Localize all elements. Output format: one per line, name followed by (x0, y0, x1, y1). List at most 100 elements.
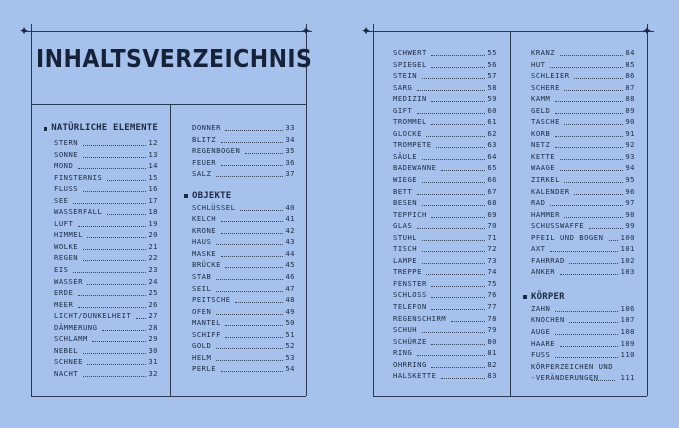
frame-left-mid (31, 104, 306, 105)
toc-entry[interactable]: FEUER 36 (184, 157, 295, 169)
toc-entry[interactable]: KORB 91 (531, 128, 635, 140)
toc-entry[interactable]: SCHLAMM 29 (44, 333, 158, 345)
toc-entry[interactable]: AXT 101 (531, 243, 635, 255)
toc-entry[interactable]: FUSS 110 (531, 349, 635, 361)
toc-entry[interactable]: SCHNEE 31 (44, 356, 158, 368)
toc-entry[interactable]: HALSKETTE 83 (393, 370, 497, 382)
toc-entry[interactable]: SEIL 47 (184, 283, 295, 295)
toc-entry[interactable]: GOLD 52 (184, 340, 295, 352)
toc-entry[interactable]: GLOCKE 62 (393, 128, 497, 140)
toc-entry[interactable]: MANTEL 50 (184, 317, 295, 329)
toc-entry-page: 103 (620, 267, 635, 277)
toc-entry-name: MASKE (192, 248, 217, 258)
toc-entry[interactable]: SCHÜRZE 80 (393, 336, 497, 348)
toc-entry[interactable]: TROMPETE 63 (393, 139, 497, 151)
toc-entry[interactable]: KRANZ 84 (531, 47, 635, 59)
toc-entry[interactable]: OHRRING 82 (393, 359, 497, 371)
toc-entry[interactable]: MASKE 44 (184, 248, 295, 260)
toc-entry[interactable]: SALZ 37 (184, 168, 295, 180)
toc-entry[interactable]: SCHWERT 55 (393, 47, 497, 59)
toc-entry[interactable]: WIEGE 66 (393, 174, 497, 186)
toc-entry[interactable]: MOND 14 (44, 160, 158, 172)
toc-entry[interactable]: OFEN 49 (184, 306, 295, 318)
toc-entry[interactable]: SONNE 13 (44, 149, 158, 161)
toc-entry[interactable]: PEITSCHE 48 (184, 294, 295, 306)
toc-entry[interactable]: SARG 58 (393, 82, 497, 94)
toc-entry[interactable]: NETZ 92 (531, 139, 635, 151)
toc-entry[interactable]: GLAS 70 (393, 220, 497, 232)
toc-entry[interactable]: BLITZ 34 (184, 134, 295, 146)
toc-entry[interactable]: TASCHE 90 (531, 116, 635, 128)
toc-entry[interactable]: ZIRKEL 95 (531, 174, 635, 186)
toc-entry[interactable]: HAARE 109 (531, 338, 635, 350)
toc-entry[interactable]: FENSTER 75 (393, 278, 497, 290)
toc-entry[interactable]: GIFT 60 (393, 105, 497, 117)
toc-entry[interactable]: TISCH 72 (393, 243, 497, 255)
toc-entry[interactable]: HIMMEL 20 (44, 229, 158, 241)
toc-entry[interactable]: TREPPE 74 (393, 266, 497, 278)
toc-entry[interactable]: HUT 85 (531, 59, 635, 71)
toc-entry[interactable]: KNOCHEN 107 (531, 314, 635, 326)
toc-entry[interactable]: FLUSS 16 (44, 183, 158, 195)
toc-entry[interactable]: NACHT 32 (44, 368, 158, 380)
leader-dots (421, 253, 486, 264)
toc-entry[interactable]: KETTE 93 (531, 151, 635, 163)
toc-entry[interactable]: RAD 97 (531, 197, 635, 209)
toc-entry[interactable]: FAHRRAD 102 (531, 255, 635, 267)
toc-entry[interactable]: PERLE 54 (184, 363, 295, 375)
toc-entry[interactable]: HAUS 43 (184, 236, 295, 248)
toc-entry[interactable]: HELM 53 (184, 352, 295, 364)
toc-entry[interactable]: LICHT/DUNKELHEIT 27 (44, 310, 158, 322)
toc-entry[interactable]: HAMMER 98 (531, 209, 635, 221)
toc-entry[interactable]: LAMPE 73 (393, 255, 497, 267)
toc-entry[interactable]: WOLKE 21 (44, 241, 158, 253)
toc-entry[interactable]: STEIN 57 (393, 70, 497, 82)
toc-entry[interactable]: MEER 26 (44, 299, 158, 311)
leader-dots (574, 68, 624, 80)
toc-entry[interactable]: WAAGE 94 (531, 162, 635, 174)
toc-entry[interactable]: PFEIL UND BOGEN 100 (531, 232, 635, 244)
toc-entry[interactable]: AUGE 108 (531, 326, 635, 338)
toc-entry[interactable]: REGEN 22 (44, 252, 158, 264)
toc-entry[interactable]: BESEN 68 (393, 197, 497, 209)
toc-entry[interactable]: ZAHN 106 (531, 303, 635, 315)
toc-entry[interactable]: ERDE 25 (44, 287, 158, 299)
toc-entry[interactable]: SPIEGEL 56 (393, 59, 497, 71)
toc-entry[interactable]: LUFT 19 (44, 218, 158, 230)
toc-entry[interactable]: SCHUH 79 (393, 324, 497, 336)
toc-entry[interactable]: DÄMMERUNG 28 (44, 322, 158, 334)
toc-entry[interactable]: MEDIZIN 59 (393, 93, 497, 105)
toc-entry[interactable]: GELD 89 (531, 105, 635, 117)
toc-entry[interactable]: NEBEL 30 (44, 345, 158, 357)
toc-entry[interactable]: SCHUSSWAFFE 99 (531, 220, 635, 232)
toc-entry[interactable]: TEPPICH 69 (393, 209, 497, 221)
toc-entry[interactable]: KRONE 42 (184, 225, 295, 237)
toc-entry[interactable]: SCHLÜSSEL 40 (184, 202, 295, 214)
toc-entry[interactable]: TROMMEL 61 (393, 116, 497, 128)
toc-entry[interactable]: KAMM 88 (531, 93, 635, 105)
toc-entry[interactable]: BETT 67 (393, 186, 497, 198)
toc-entry[interactable]: WASSERFALL 18 (44, 206, 158, 218)
toc-entry[interactable]: STAB 46 (184, 271, 295, 283)
toc-entry[interactable]: WASSER 24 (44, 276, 158, 288)
toc-entry[interactable]: SCHLEIER 86 (531, 70, 635, 82)
toc-entry[interactable]: SCHERE 87 (531, 82, 635, 94)
toc-entry[interactable]: SCHLOSS 76 (393, 289, 497, 301)
toc-entry[interactable]: SÄULE 64 (393, 151, 497, 163)
toc-entry[interactable]: RING 81 (393, 347, 497, 359)
toc-entry[interactable]: REGENSCHIRM 78 (393, 313, 497, 325)
toc-entry[interactable]: EIS 23 (44, 264, 158, 276)
toc-entry[interactable]: TELEFON 77 (393, 301, 497, 313)
toc-entry[interactable]: REGENBOGEN 35 (184, 145, 295, 157)
toc-entry[interactable]: STUHL 71 (393, 232, 497, 244)
toc-entry[interactable]: SEE 17 (44, 195, 158, 207)
toc-entry[interactable]: KALENDER 96 (531, 186, 635, 198)
toc-entry[interactable]: FINSTERNIS 15 (44, 172, 158, 184)
toc-entry[interactable]: BADEWANNE 65 (393, 162, 497, 174)
toc-entry[interactable]: DONNER 33 (184, 122, 295, 134)
toc-entry[interactable]: ANKER 103 (531, 266, 635, 278)
toc-entry[interactable]: SCHIFF 51 (184, 329, 295, 341)
toc-entry[interactable]: BRÜCKE 45 (184, 259, 295, 271)
toc-entry[interactable]: KELCH 41 (184, 213, 295, 225)
toc-entry[interactable]: STERN 12 (44, 137, 158, 149)
